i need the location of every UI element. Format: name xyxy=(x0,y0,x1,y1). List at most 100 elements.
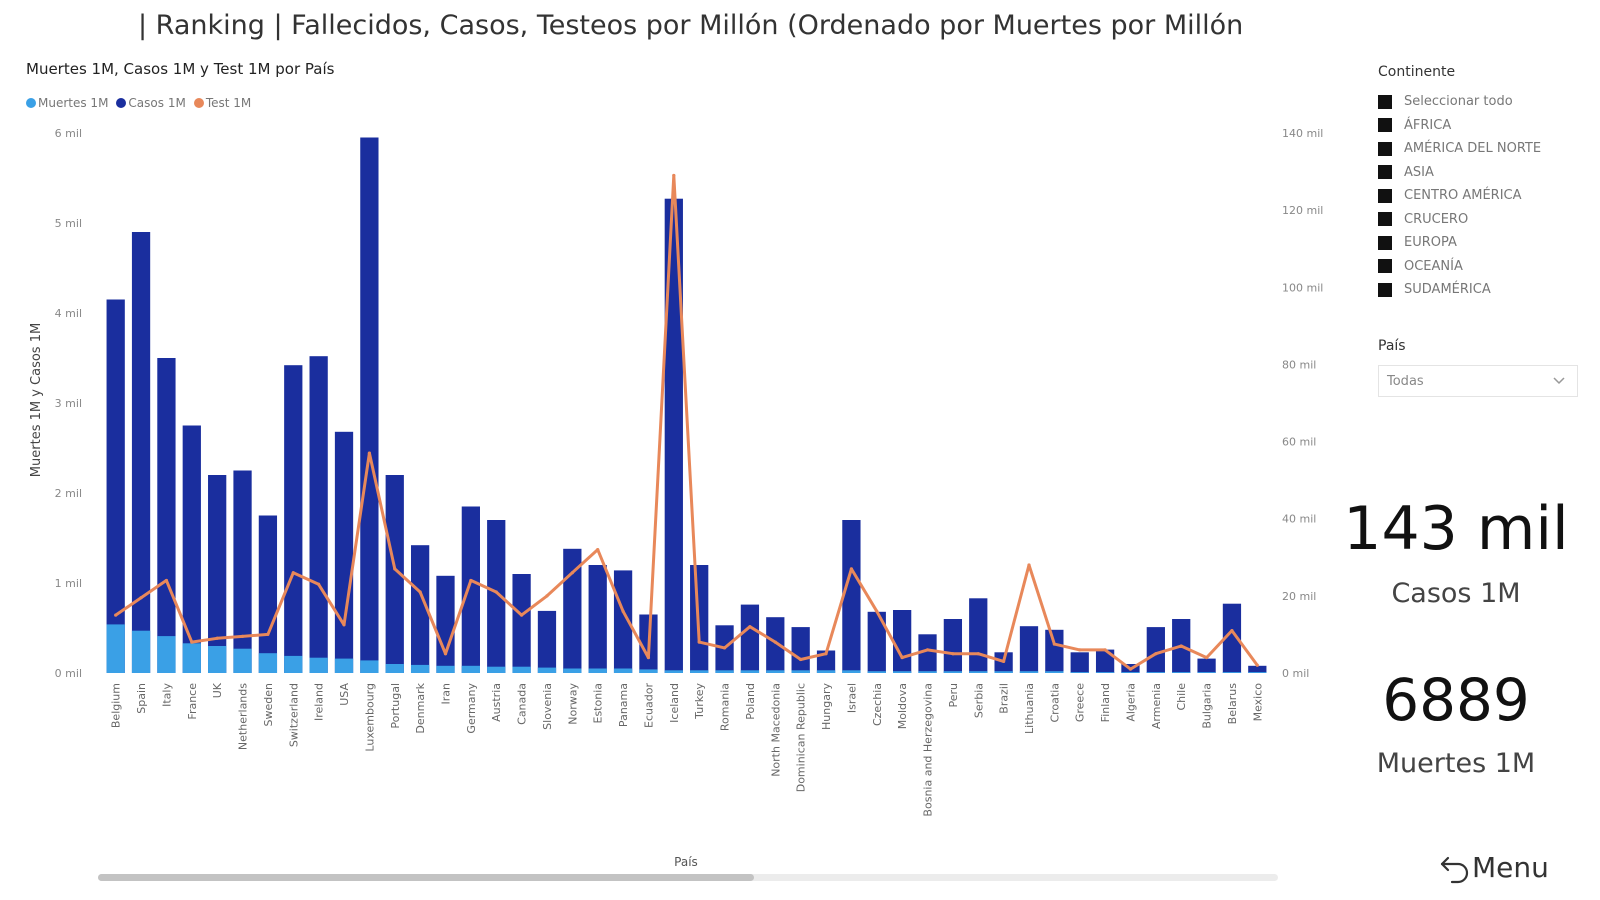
deaths-bar[interactable] xyxy=(791,670,810,673)
deaths-bar[interactable] xyxy=(258,653,278,673)
tests-point[interactable] xyxy=(570,571,574,575)
tests-point[interactable] xyxy=(900,655,904,660)
tests-point[interactable] xyxy=(951,652,955,656)
deaths-bar[interactable] xyxy=(943,671,963,673)
deaths-bar[interactable] xyxy=(360,660,379,673)
tests-point[interactable] xyxy=(393,567,397,571)
deaths-bar[interactable] xyxy=(410,664,430,673)
deaths-bar[interactable] xyxy=(918,671,937,673)
tests-point[interactable] xyxy=(519,613,524,617)
cases-bar[interactable] xyxy=(157,358,176,673)
cases-bar[interactable] xyxy=(334,431,354,673)
continent-option[interactable]: Seleccionar todo xyxy=(1378,90,1541,114)
tests-point[interactable] xyxy=(215,636,219,640)
cases-bar[interactable] xyxy=(208,475,227,673)
deaths-bar[interactable] xyxy=(1019,671,1039,673)
cases-bar[interactable] xyxy=(233,470,252,674)
deaths-bar[interactable] xyxy=(182,643,201,673)
cases-bar[interactable] xyxy=(664,198,683,673)
tests-point[interactable] xyxy=(748,625,752,629)
tests-point[interactable] xyxy=(697,640,701,644)
tests-point[interactable] xyxy=(1027,563,1031,567)
cases-bar[interactable] xyxy=(512,574,531,673)
cases-bar[interactable] xyxy=(461,506,480,674)
deaths-bar[interactable] xyxy=(233,648,252,673)
tests-point[interactable] xyxy=(976,652,980,656)
tests-point[interactable] xyxy=(1052,642,1056,646)
tests-point[interactable] xyxy=(1255,663,1259,667)
tests-point[interactable] xyxy=(545,594,549,598)
checkbox-checked-icon[interactable] xyxy=(1378,118,1392,133)
tests-point[interactable] xyxy=(773,640,777,644)
cases-bar[interactable] xyxy=(1070,652,1089,673)
legend-item-deaths[interactable]: Muertes 1M xyxy=(26,96,108,110)
deaths-bar[interactable] xyxy=(157,636,176,673)
deaths-bar[interactable] xyxy=(106,624,125,673)
cases-bar[interactable] xyxy=(1045,629,1064,673)
tests-point[interactable] xyxy=(139,596,143,600)
tests-point[interactable] xyxy=(596,547,600,552)
deaths-bar[interactable] xyxy=(1172,672,1191,673)
cases-bar[interactable] xyxy=(1197,658,1216,673)
chart-horizontal-scrollbar[interactable] xyxy=(98,874,1278,881)
tests-point[interactable] xyxy=(1002,659,1006,664)
continent-option[interactable]: EUROPA xyxy=(1378,231,1541,255)
cases-bar[interactable] xyxy=(1095,649,1115,673)
deaths-bar[interactable] xyxy=(867,671,886,673)
tests-line[interactable] xyxy=(114,173,1259,671)
cases-bar[interactable] xyxy=(309,356,328,673)
tests-point[interactable] xyxy=(849,567,854,571)
tests-point[interactable] xyxy=(722,646,727,650)
checkbox-checked-icon[interactable] xyxy=(1378,212,1392,227)
checkbox-checked-icon[interactable] xyxy=(1378,94,1392,109)
deaths-bar[interactable] xyxy=(766,670,785,673)
deaths-bar[interactable] xyxy=(1146,672,1165,673)
cases-bar[interactable] xyxy=(487,520,506,673)
cases-bar[interactable] xyxy=(1222,603,1242,673)
tests-point[interactable] xyxy=(266,632,270,637)
cases-bar[interactable] xyxy=(131,232,151,673)
cases-bar[interactable] xyxy=(537,610,557,673)
deaths-bar[interactable] xyxy=(1095,672,1115,673)
cases-bar[interactable] xyxy=(867,611,886,673)
deaths-bar[interactable] xyxy=(816,670,836,673)
tests-point[interactable] xyxy=(646,655,651,660)
tests-point[interactable] xyxy=(367,451,371,455)
tests-point[interactable] xyxy=(1103,648,1107,652)
deaths-bar[interactable] xyxy=(385,664,404,673)
tests-point[interactable] xyxy=(1078,648,1082,652)
cases-bar[interactable] xyxy=(613,570,633,673)
deaths-bar[interactable] xyxy=(893,671,912,673)
continent-option[interactable]: CENTRO AMÉRICA xyxy=(1378,184,1541,208)
cases-bar[interactable] xyxy=(766,617,785,673)
legend-item-tests[interactable]: Test 1M xyxy=(193,96,251,110)
deaths-bar[interactable] xyxy=(131,630,151,673)
tests-point[interactable] xyxy=(1204,655,1209,660)
cases-bar[interactable] xyxy=(258,515,278,674)
deaths-bar[interactable] xyxy=(309,657,328,673)
continent-option[interactable]: AMÉRICA DEL NORTE xyxy=(1378,137,1541,161)
continent-option[interactable]: CRUCERO xyxy=(1378,208,1541,232)
tests-point[interactable] xyxy=(621,609,625,613)
country-dropdown[interactable]: Todas xyxy=(1378,365,1578,397)
menu-button[interactable]: Menu xyxy=(1438,850,1549,884)
scrollbar-thumb[interactable] xyxy=(98,874,754,881)
cases-bar[interactable] xyxy=(385,475,404,673)
cases-bar[interactable] xyxy=(284,365,303,673)
deaths-bar[interactable] xyxy=(1248,672,1267,673)
cases-bar[interactable] xyxy=(1019,626,1039,673)
checkbox-checked-icon[interactable] xyxy=(1378,282,1392,297)
tests-point[interactable] xyxy=(925,648,930,652)
deaths-bar[interactable] xyxy=(994,671,1013,673)
deaths-bar[interactable] xyxy=(639,669,658,673)
tests-point[interactable] xyxy=(291,571,295,575)
tests-point[interactable] xyxy=(190,640,194,644)
tests-point[interactable] xyxy=(494,590,498,594)
cases-bar[interactable] xyxy=(943,619,963,673)
tests-point[interactable] xyxy=(1230,628,1234,633)
cases-bar[interactable] xyxy=(791,627,810,673)
tests-point[interactable] xyxy=(164,578,169,583)
cases-bar[interactable] xyxy=(842,520,861,673)
cases-bar[interactable] xyxy=(740,604,760,673)
checkbox-checked-icon[interactable] xyxy=(1378,141,1392,156)
